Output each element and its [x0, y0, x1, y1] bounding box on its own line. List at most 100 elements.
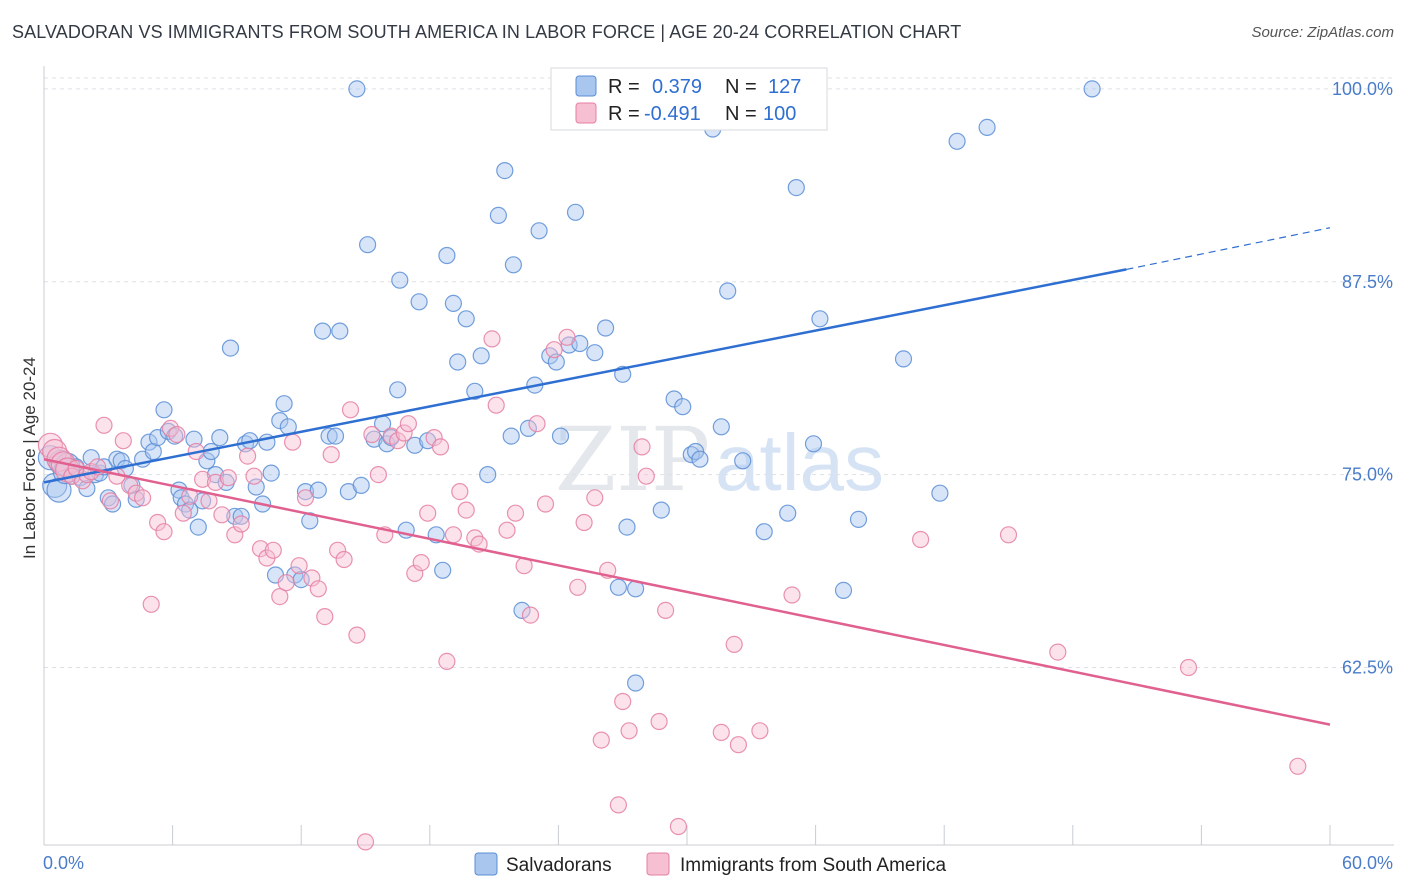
salvadorans-point — [348, 80, 366, 98]
salvadorans-point — [320, 427, 338, 445]
immigrants-point — [174, 504, 192, 522]
immigrants-point — [290, 557, 308, 575]
legend-swatch-blue — [575, 75, 597, 97]
immigrants-point — [487, 396, 505, 414]
salvadorans-point — [734, 452, 752, 470]
salvadorans-point — [712, 418, 730, 436]
salvadorans-point — [275, 395, 293, 413]
salvadorans-point — [271, 412, 289, 430]
salvadorans-point — [948, 132, 966, 150]
immigrants-point — [569, 578, 587, 596]
legend-r-label-1: R = — [608, 76, 640, 98]
salvadorans-point — [931, 484, 949, 502]
immigrants-point — [712, 723, 730, 742]
salvadorans-point — [314, 322, 332, 340]
immigrants-point — [296, 489, 315, 507]
immigrants-trend-line — [43, 457, 1331, 726]
immigrants-point — [309, 580, 327, 598]
salvadorans-point — [309, 481, 327, 499]
immigrants-point — [592, 731, 610, 749]
salvadorans-point — [221, 339, 240, 357]
salvadorans-point — [496, 162, 514, 180]
immigrants-point — [194, 470, 212, 488]
immigrants-point — [303, 569, 321, 587]
immigrants-point — [399, 415, 417, 433]
immigrants-point — [335, 550, 353, 569]
salvadorans-point — [149, 429, 167, 447]
immigrants-point — [999, 526, 1018, 544]
immigrants-point — [101, 492, 120, 510]
source-credit: Source: ZipAtlas.com — [1251, 24, 1394, 41]
y-tick-label: 62.5% — [1342, 658, 1393, 678]
immigrants-point — [95, 416, 113, 434]
immigrants-point — [226, 526, 244, 544]
immigrants-point — [545, 341, 563, 359]
immigrants-point — [155, 523, 173, 541]
salvadorans-points — [37, 80, 1101, 692]
immigrants-point — [316, 607, 334, 626]
salvadorans-point — [586, 344, 604, 362]
salvadorans-point — [189, 518, 207, 536]
salvadorans-point — [489, 206, 507, 224]
immigrants-point — [451, 483, 469, 501]
salvadorans-point — [502, 427, 520, 445]
salvadorans-point — [406, 436, 424, 454]
trend-lines — [43, 227, 1331, 726]
immigrants-point — [363, 425, 381, 444]
salvadorans-point — [140, 433, 158, 451]
immigrants-point — [637, 467, 655, 485]
salvadorans-point — [472, 347, 490, 365]
immigrants-point — [142, 595, 160, 613]
salvadorans-point — [504, 256, 523, 274]
immigrants-point — [161, 419, 180, 437]
immigrants-point — [277, 574, 295, 592]
immigrants-point — [425, 429, 443, 447]
salvadorans-point — [479, 466, 497, 484]
immigrants-point — [528, 415, 546, 433]
salvadorans-point — [530, 222, 548, 240]
x-tick-label-min: 0.0% — [43, 853, 84, 873]
bottom-legend-swatch-blue — [474, 852, 498, 876]
salvadorans-point — [103, 495, 122, 513]
immigrants-point — [1289, 757, 1307, 775]
y-tick-label: 100.0% — [1332, 79, 1393, 99]
immigrants-point — [42, 438, 68, 465]
salvadorans-trend-extension — [1126, 227, 1331, 270]
immigrants-point — [419, 504, 437, 522]
immigrants-point — [521, 606, 540, 624]
page-title: SALVADORAN VS IMMIGRANTS FROM SOUTH AMER… — [12, 22, 962, 42]
salvadorans-point — [82, 449, 100, 467]
salvadorans-point — [513, 601, 531, 620]
immigrants-point — [149, 513, 167, 532]
bottom-legend-label-salvadorans: Salvadorans — [506, 855, 612, 876]
immigrants-point — [329, 541, 347, 559]
stats-legend: R = 0.379 N = 127 R = -0.491 N = 100 — [550, 67, 828, 131]
bottom-legend-swatch-pink — [646, 852, 670, 876]
immigrants-point — [911, 530, 930, 549]
immigrants-point — [1179, 658, 1198, 677]
salvadorans-point — [155, 401, 173, 419]
immigrants-point — [213, 506, 231, 524]
immigrants-point — [245, 467, 263, 485]
immigrants-point — [322, 446, 340, 464]
salvadorans-point — [247, 478, 265, 496]
salvadorans-point — [618, 518, 636, 536]
immigrants-point — [369, 466, 387, 484]
salvadorans-point — [438, 246, 456, 265]
salvadorans-point — [410, 293, 428, 311]
immigrants-point — [483, 330, 501, 348]
salvadorans-point — [804, 435, 823, 453]
salvadorans-point — [894, 350, 913, 368]
legend-r-value-1: 0.379 — [652, 76, 702, 98]
immigrants-point — [729, 736, 748, 754]
legend-n-label-2: N = — [725, 103, 757, 125]
salvadorans-point — [391, 271, 409, 289]
salvadorans-point — [652, 501, 670, 519]
immigrants-point — [406, 564, 424, 583]
immigrants-point — [620, 722, 638, 740]
legend-swatch-pink — [575, 102, 597, 124]
immigrants-point — [656, 601, 675, 620]
immigrants-point — [669, 817, 688, 836]
salvadorans-point — [144, 442, 162, 461]
